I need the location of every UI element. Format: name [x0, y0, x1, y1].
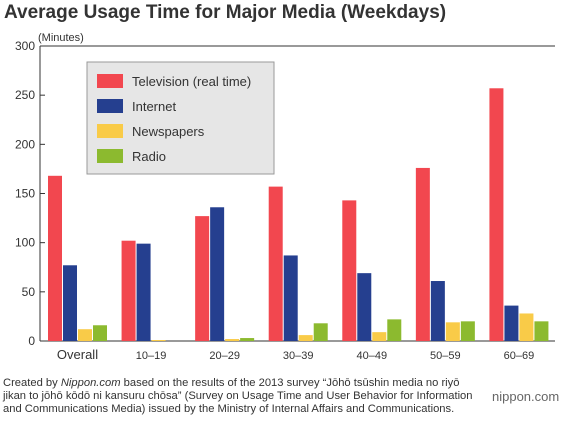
source-name: Nippon.com	[60, 377, 121, 389]
bar	[534, 321, 549, 341]
bar	[225, 339, 240, 341]
y-tick-label: 100	[15, 236, 35, 250]
bar	[430, 281, 445, 341]
y-tick-label: 300	[15, 39, 35, 53]
legend-swatch	[97, 99, 123, 113]
bar	[489, 88, 504, 342]
bar	[415, 167, 430, 341]
bar	[283, 255, 298, 341]
x-tick-label: 40–49	[356, 350, 387, 362]
x-tick-label: 50–59	[430, 350, 461, 362]
x-tick-label: 20–29	[209, 350, 240, 362]
bar	[268, 186, 283, 341]
bar	[121, 240, 136, 341]
legend-swatch	[97, 149, 123, 163]
source-note: Created by Nippon.com based on the resul…	[3, 377, 473, 416]
legend-label: Internet	[132, 99, 176, 114]
bar	[210, 207, 225, 341]
bar	[63, 265, 77, 341]
y-tick-label: 200	[15, 137, 35, 151]
bar	[445, 322, 460, 341]
x-tick-label: Overall	[57, 347, 98, 362]
x-tick-labels: Overall 10–19 20–29 30–39 40–49 50–59 60–69	[57, 347, 534, 362]
y-axis-label: (Minutes)	[38, 32, 84, 44]
bar	[313, 323, 328, 341]
bar	[387, 319, 402, 341]
bar	[151, 340, 166, 341]
bar	[240, 338, 255, 341]
legend: Television (real time) Internet Newspapers…	[86, 61, 275, 175]
bar	[78, 329, 92, 341]
bar	[298, 335, 313, 341]
source-prefix: Created by	[3, 377, 61, 389]
brand-text: nippon.com	[492, 389, 560, 404]
bar	[504, 305, 519, 341]
bar	[460, 321, 475, 341]
y-tick-label: 150	[15, 187, 35, 201]
legend-label: Newspapers	[132, 124, 205, 139]
y-tick-label: 50	[22, 285, 36, 299]
bar	[48, 175, 62, 341]
y-tick-label: 250	[15, 88, 35, 102]
bar-chart: (Minutes) 0 50 100 150 200 250 300 Overall 10–1…	[15, 32, 555, 362]
x-tick-label: 60–69	[504, 350, 535, 362]
legend-label: Television (real time)	[132, 74, 251, 89]
bars-layer	[48, 88, 549, 342]
legend-swatch	[97, 124, 123, 138]
bar	[519, 313, 534, 341]
legend-swatch	[97, 74, 123, 88]
x-tick-label: 10–19	[136, 350, 167, 362]
source-text: based on the results of the 2013 survey …	[3, 377, 473, 415]
y-tick-label: 0	[28, 334, 35, 348]
brand-logo: nippon.com	[492, 389, 559, 404]
bar	[93, 325, 107, 341]
chart-title: Average Usage Time for Major Media (Week…	[4, 2, 447, 23]
bar	[372, 332, 387, 341]
bar	[136, 243, 151, 341]
bar	[195, 216, 210, 341]
legend-label: Radio	[132, 149, 166, 164]
x-tick-label: 30–39	[283, 350, 314, 362]
bar	[342, 200, 357, 341]
bar	[357, 273, 372, 341]
